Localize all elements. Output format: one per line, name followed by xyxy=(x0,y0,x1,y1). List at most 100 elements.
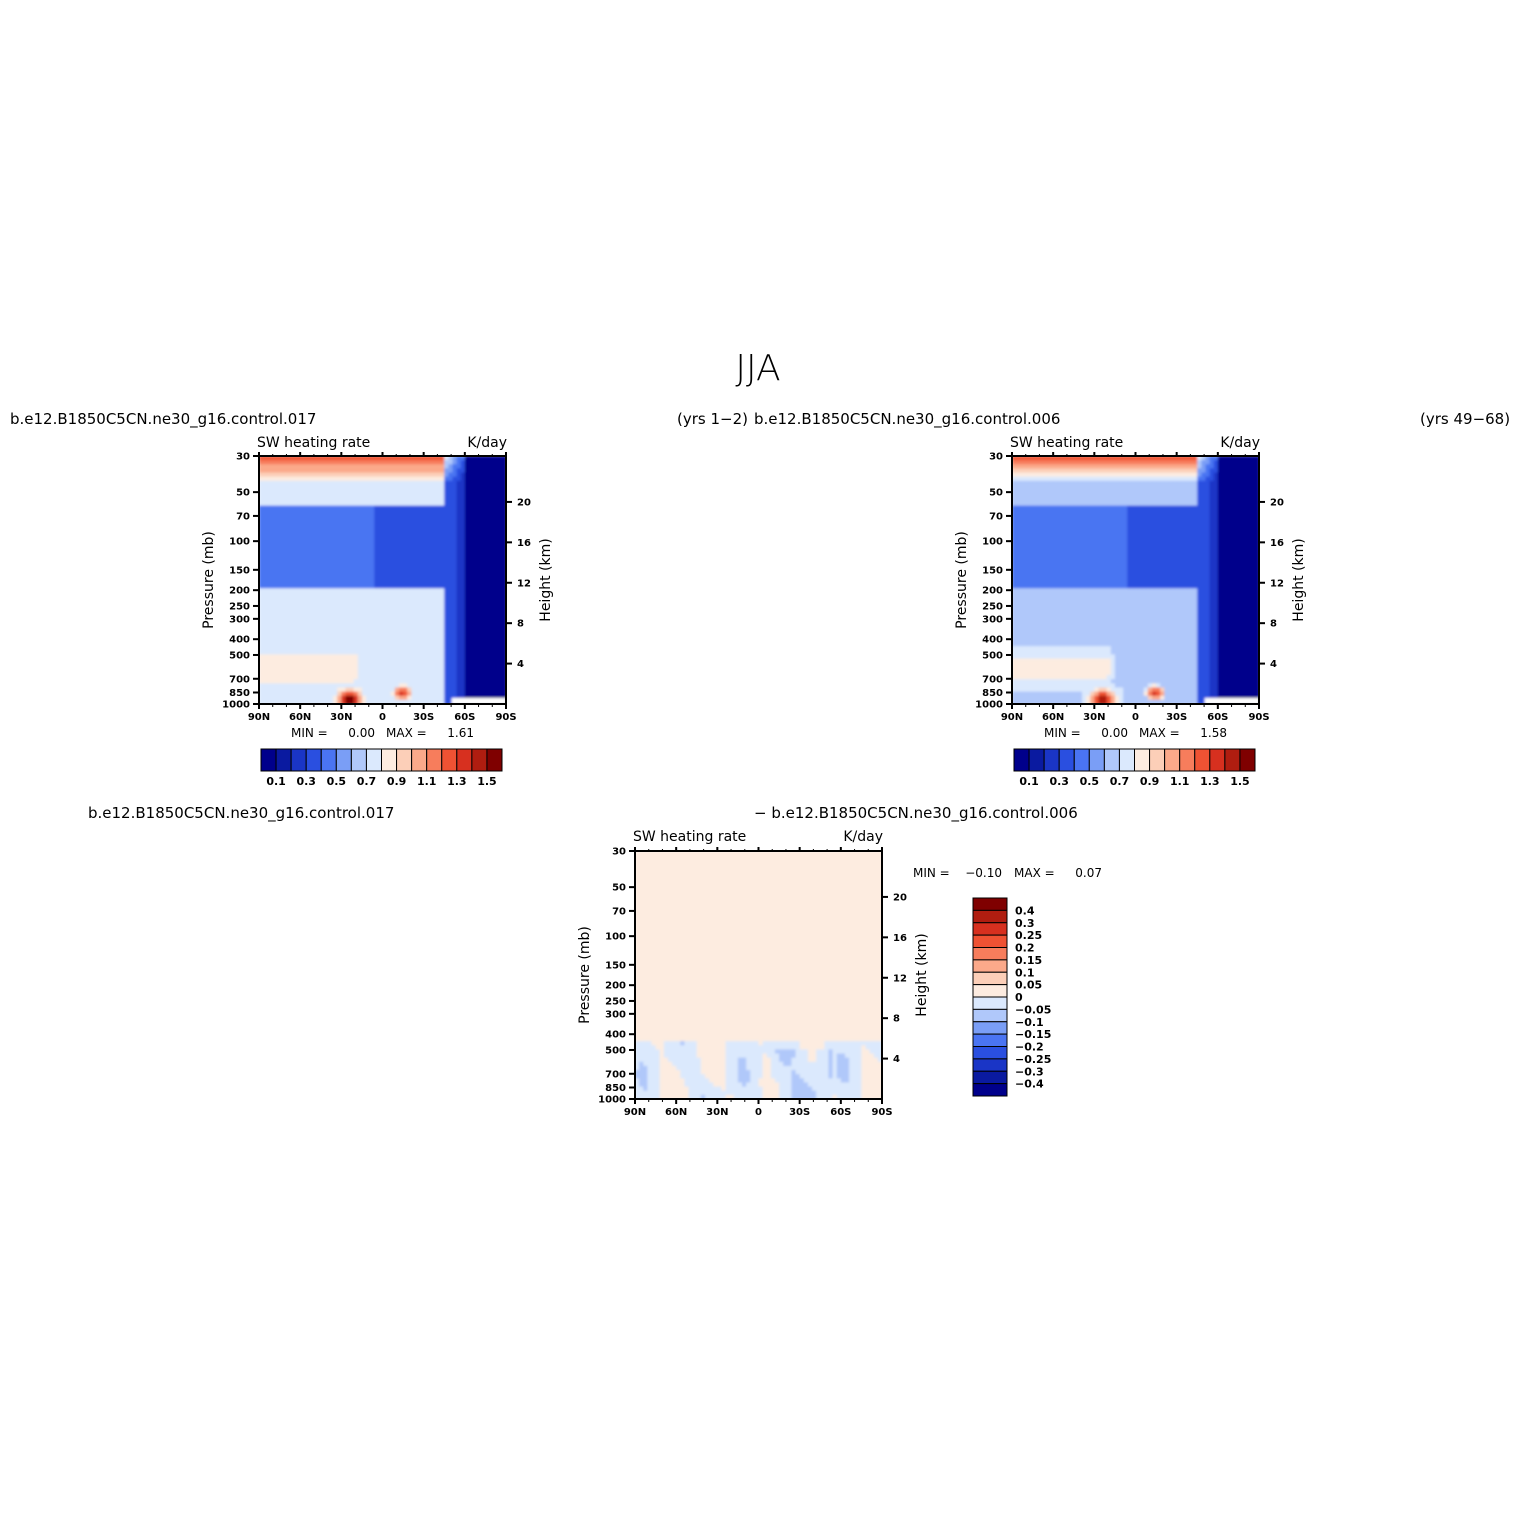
field-cell xyxy=(501,555,506,560)
field-cell xyxy=(320,522,326,527)
field-cell xyxy=(1098,534,1104,540)
field-cell xyxy=(1057,526,1062,531)
field-cell xyxy=(460,629,466,635)
field-cell xyxy=(444,613,449,618)
field-cell xyxy=(468,675,474,680)
field-cell xyxy=(345,654,351,660)
field-cell xyxy=(1053,464,1058,469)
field-cell xyxy=(337,484,342,490)
field-cell xyxy=(328,654,334,660)
field-cell xyxy=(378,604,384,610)
field-cell xyxy=(296,476,301,482)
field-cell xyxy=(427,613,433,618)
field-cell xyxy=(259,699,264,704)
field-cell xyxy=(312,646,318,651)
field-cell xyxy=(1061,468,1067,474)
field-cell xyxy=(328,476,334,482)
field-cell xyxy=(304,608,309,614)
field-cell xyxy=(489,501,495,507)
field-cell xyxy=(394,534,400,540)
field-cell xyxy=(497,650,503,655)
field-cell xyxy=(312,505,318,511)
field-cell xyxy=(328,501,334,507)
field-cell xyxy=(378,538,384,544)
colorbar-box xyxy=(396,748,413,772)
field-cell xyxy=(1110,509,1116,515)
field-cell xyxy=(1221,530,1227,536)
field-cell xyxy=(374,604,379,610)
field-cell xyxy=(407,460,412,465)
field-cell xyxy=(341,646,347,651)
colorbar-label: 0.7 xyxy=(357,775,377,788)
field-cell xyxy=(1036,505,1042,511)
field-cell xyxy=(316,699,322,704)
field-cell xyxy=(407,629,412,635)
field-cell xyxy=(415,637,421,643)
field-cell xyxy=(386,646,392,651)
field-cell xyxy=(366,592,371,598)
field-cell xyxy=(1057,460,1062,465)
field-cell xyxy=(287,563,293,569)
field-cell xyxy=(444,679,449,684)
field-cell xyxy=(419,567,425,573)
field-cell xyxy=(444,476,449,482)
field-cell xyxy=(1119,497,1124,503)
field-cell xyxy=(361,555,367,560)
field-cell xyxy=(324,592,330,598)
field-cell xyxy=(427,456,433,461)
field-cell xyxy=(316,489,322,494)
field-cell xyxy=(296,460,301,465)
field-cell xyxy=(271,625,277,631)
field-cell xyxy=(1151,476,1157,482)
field-cell xyxy=(320,456,326,461)
field-cell xyxy=(312,518,318,523)
field-cell xyxy=(431,497,437,503)
field-cell xyxy=(374,526,379,531)
field-cell xyxy=(398,584,404,589)
field-cell xyxy=(427,542,433,548)
field-cell xyxy=(1098,509,1104,515)
field-cell xyxy=(1036,480,1042,486)
field-cell xyxy=(419,666,425,672)
field-cell xyxy=(448,472,454,478)
field-cell xyxy=(341,484,347,490)
field-cell xyxy=(468,683,474,689)
field-cell xyxy=(1086,468,1091,474)
field-cell xyxy=(1081,534,1087,540)
field-cell xyxy=(1213,468,1219,474)
field-cell xyxy=(1119,513,1124,519)
field-cell xyxy=(1217,538,1223,544)
field-cell xyxy=(485,555,491,560)
field-cell xyxy=(1077,509,1083,515)
field-cell xyxy=(394,613,400,618)
field-cell xyxy=(489,621,495,627)
field-cell xyxy=(460,484,466,490)
field-cell xyxy=(345,456,351,461)
field-cell xyxy=(291,625,297,631)
field-cell xyxy=(328,518,334,523)
field-cell xyxy=(386,654,392,660)
field-cell xyxy=(1094,518,1100,523)
field-cell xyxy=(1172,526,1178,531)
field-cell xyxy=(382,633,388,639)
field-cell xyxy=(267,642,272,647)
field-cell xyxy=(349,480,355,486)
field-cell xyxy=(497,670,503,676)
field-cell xyxy=(1250,518,1256,523)
field-cell xyxy=(419,563,425,569)
field-cell xyxy=(464,501,470,507)
field-cell xyxy=(1197,456,1202,461)
field-cell xyxy=(1242,522,1248,527)
field-cell xyxy=(296,563,301,569)
field-cell xyxy=(1090,505,1095,511)
field-cell xyxy=(473,584,478,589)
field-cell xyxy=(328,542,334,548)
field-cell xyxy=(460,666,466,672)
field-cell xyxy=(1081,513,1087,519)
field-cell xyxy=(300,695,305,701)
field-cell xyxy=(1036,472,1042,478)
field-cell xyxy=(1020,522,1025,527)
field-cell xyxy=(468,468,474,474)
field-cell xyxy=(357,646,363,651)
field-cell xyxy=(460,600,466,606)
